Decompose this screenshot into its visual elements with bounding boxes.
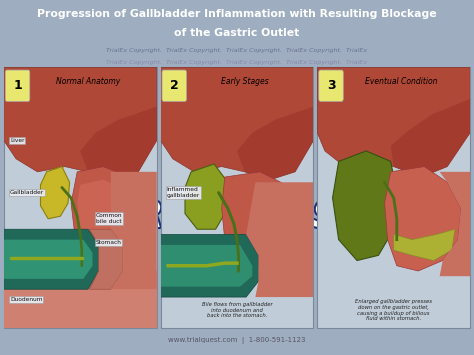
Text: Gallbladder: Gallbladder bbox=[10, 190, 44, 195]
Polygon shape bbox=[40, 166, 70, 219]
Text: Normal Anatomy: Normal Anatomy bbox=[56, 77, 120, 86]
Text: Duodenum: Duodenum bbox=[10, 297, 42, 302]
Polygon shape bbox=[77, 180, 135, 245]
FancyBboxPatch shape bbox=[161, 67, 313, 328]
Polygon shape bbox=[185, 164, 228, 229]
Text: Bile flows from gallbladder
into duodenum and
back into the stomach.: Bile flows from gallbladder into duodenu… bbox=[202, 302, 272, 318]
Text: TrialEx Copyright.  TrialEx Copyright.  TrialEx Copyright.  TrialEx Copyright.  : TrialEx Copyright. TrialEx Copyright. Tr… bbox=[107, 48, 367, 53]
Text: TrialEx Copyright.  TrialEx Copyright.  TrialEx Copyright.  TrialEx Copyright.  : TrialEx Copyright. TrialEx Copyright. Tr… bbox=[107, 60, 367, 65]
Polygon shape bbox=[4, 271, 157, 328]
FancyBboxPatch shape bbox=[162, 70, 187, 102]
Text: Eventual Condition: Eventual Condition bbox=[365, 77, 438, 86]
Text: Liver: Liver bbox=[10, 138, 24, 143]
Polygon shape bbox=[222, 172, 301, 266]
Text: www.trialquest.com  |  1-800-591-1123: www.trialquest.com | 1-800-591-1123 bbox=[168, 337, 306, 344]
Polygon shape bbox=[4, 240, 92, 279]
Polygon shape bbox=[4, 67, 157, 180]
Polygon shape bbox=[161, 245, 252, 286]
Text: TRIALQUEST: TRIALQUEST bbox=[111, 200, 363, 234]
FancyBboxPatch shape bbox=[319, 70, 343, 102]
Polygon shape bbox=[246, 182, 313, 297]
Text: Inflammed
gallbladder: Inflammed gallbladder bbox=[167, 187, 200, 198]
Polygon shape bbox=[439, 172, 470, 276]
Text: Enlarged gallbladder presses
down on the gastric outlet,
causing a buildup of bi: Enlarged gallbladder presses down on the… bbox=[355, 299, 432, 321]
Text: Early Stages: Early Stages bbox=[221, 77, 269, 86]
FancyBboxPatch shape bbox=[4, 67, 157, 328]
Polygon shape bbox=[4, 229, 99, 289]
Text: Stomach: Stomach bbox=[96, 240, 121, 245]
Text: A U.S. Legal Support Company: A U.S. Legal Support Company bbox=[162, 245, 312, 255]
Polygon shape bbox=[161, 234, 258, 297]
Polygon shape bbox=[161, 67, 313, 180]
Polygon shape bbox=[394, 229, 455, 261]
Text: Common
bile duct: Common bile duct bbox=[96, 213, 122, 224]
Polygon shape bbox=[317, 67, 470, 177]
FancyBboxPatch shape bbox=[5, 70, 30, 102]
Text: of the Gastric Outlet: of the Gastric Outlet bbox=[174, 28, 300, 38]
FancyBboxPatch shape bbox=[317, 67, 470, 328]
Polygon shape bbox=[90, 229, 123, 289]
Polygon shape bbox=[391, 99, 470, 177]
Text: Progression of Gallbladder Inflammation with Resulting Blockage: Progression of Gallbladder Inflammation … bbox=[37, 9, 437, 19]
Polygon shape bbox=[80, 106, 157, 180]
Polygon shape bbox=[333, 151, 397, 261]
Text: 3: 3 bbox=[327, 79, 335, 92]
Text: 2: 2 bbox=[170, 79, 179, 92]
Polygon shape bbox=[384, 166, 461, 271]
Polygon shape bbox=[111, 172, 157, 289]
Text: 1: 1 bbox=[13, 79, 22, 92]
Polygon shape bbox=[237, 106, 313, 180]
Polygon shape bbox=[71, 166, 141, 250]
